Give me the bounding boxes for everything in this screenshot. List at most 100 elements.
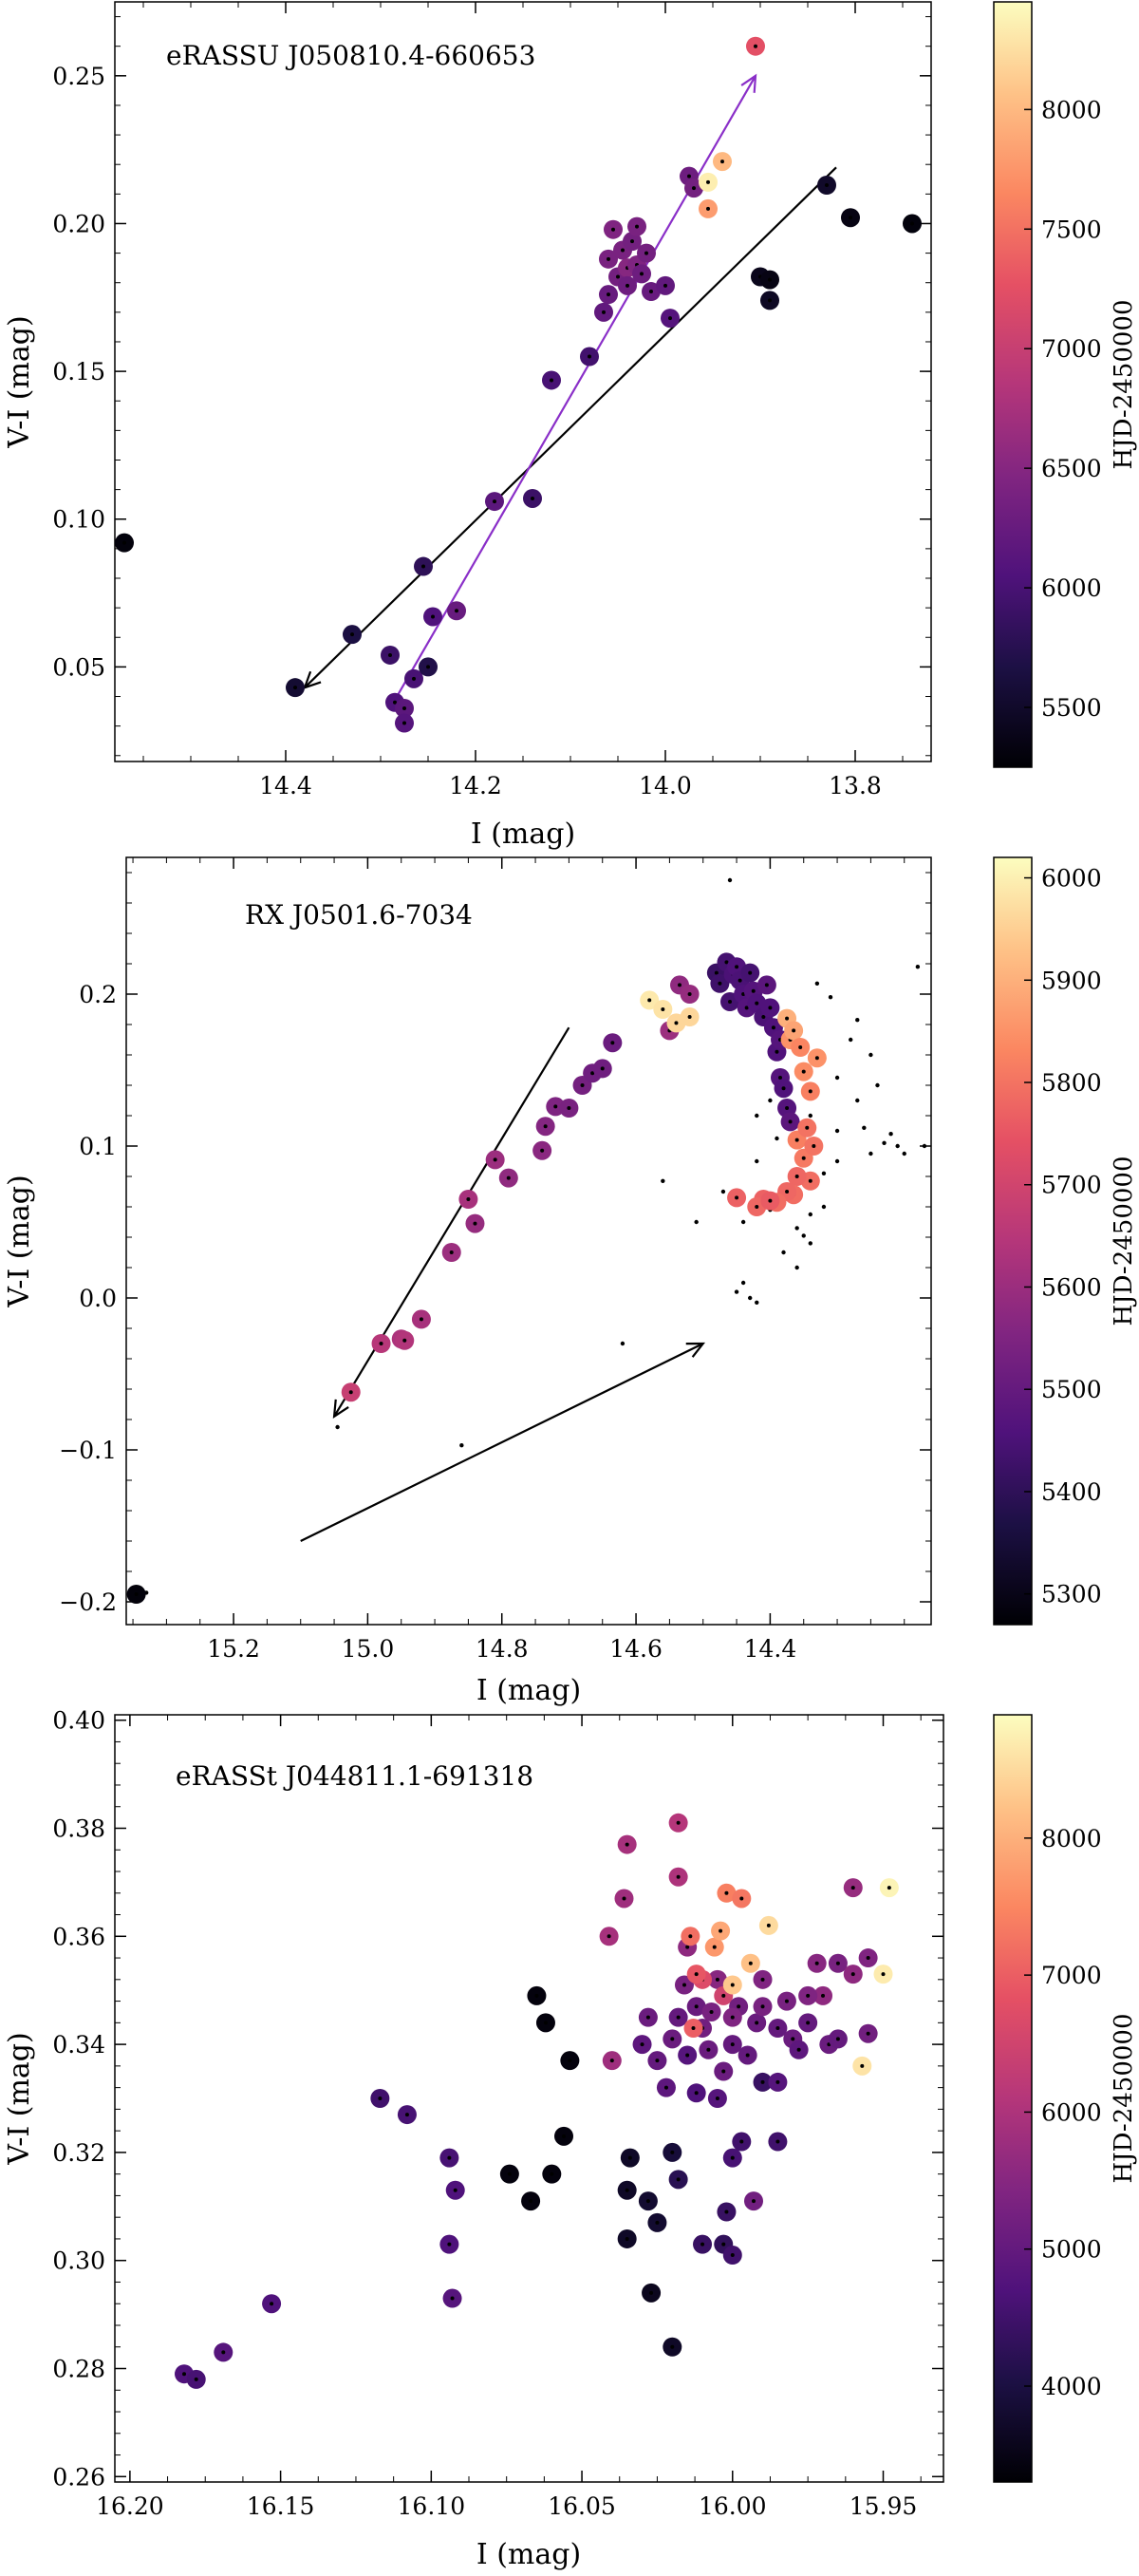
data-point-center xyxy=(910,221,914,226)
x-tick-label: 14.6 xyxy=(609,1635,663,1663)
small-data-point xyxy=(855,1098,860,1103)
data-point-center xyxy=(676,1874,681,1879)
small-data-point xyxy=(849,1037,853,1043)
arrow-head xyxy=(685,1342,706,1358)
ticks: 14.4 14.2 14.0 13.8 0.05 0.10 0.15 0.20 0.25 xyxy=(52,2,931,799)
data-point-center xyxy=(506,1175,511,1180)
data-point-center xyxy=(404,2113,409,2117)
data-point-center xyxy=(607,256,610,261)
trend-arrow xyxy=(303,166,837,689)
small-data-point xyxy=(740,1280,746,1286)
data-point-center xyxy=(821,1993,826,1998)
colorbar-tick-label: 6000 xyxy=(1041,574,1102,602)
data-point-center xyxy=(449,1250,454,1254)
data-point-center xyxy=(543,1124,548,1129)
data-point-center xyxy=(447,2242,452,2247)
data-point-center xyxy=(678,983,682,987)
small-data-point xyxy=(768,1098,773,1103)
data-point-center xyxy=(534,1993,539,1998)
small-data-point xyxy=(748,1295,753,1301)
data-point-center xyxy=(835,2037,840,2041)
data-point-center xyxy=(700,2242,705,2247)
data-point-center xyxy=(720,160,724,164)
data-point-center xyxy=(778,1076,782,1080)
data-point-center xyxy=(728,1000,732,1004)
data-point-center xyxy=(694,1972,699,1977)
data-point-center xyxy=(791,2037,795,2041)
arrow-shaft xyxy=(333,1026,570,1418)
colorbar-label: HJD-2450000 xyxy=(1110,299,1138,469)
data-point-center xyxy=(785,1190,790,1194)
data-point-center xyxy=(715,2097,719,2100)
chart-title: eRASSU J050810.4-660653 xyxy=(166,40,535,71)
y-tick-label: −0.1 xyxy=(59,1437,117,1464)
small-data-point xyxy=(834,1075,840,1081)
colorbar-tick-label: 7000 xyxy=(1041,1962,1102,1989)
data-point-center xyxy=(739,1896,744,1901)
x-tick-label: 15.95 xyxy=(850,2492,918,2520)
small-data-point xyxy=(821,1204,827,1210)
colorbar-tick-label: 7500 xyxy=(1041,216,1102,243)
data-point-center xyxy=(630,239,634,244)
colorbar-tick-label: 5900 xyxy=(1041,967,1102,994)
small-data-point xyxy=(620,1341,626,1346)
data-point-center xyxy=(760,2004,765,2009)
data-point-center xyxy=(768,1006,773,1010)
data-point-center xyxy=(784,1999,789,2003)
arrow-shaft xyxy=(304,166,837,688)
data-point-center xyxy=(685,1945,690,1949)
colorbar-tick-label: 5700 xyxy=(1041,1172,1102,1199)
colorbar-tick-label: 6000 xyxy=(1041,2098,1102,2126)
small-data-point xyxy=(755,1300,759,1306)
data-point-center xyxy=(721,2242,726,2247)
data-point-center xyxy=(764,983,769,987)
small-data-point xyxy=(755,1158,759,1164)
y-axis-label: V-I (mag) xyxy=(3,1175,36,1307)
data-point-center xyxy=(649,290,653,294)
data-point-center xyxy=(761,1015,766,1019)
data-point-center xyxy=(814,1056,819,1061)
data-point-center xyxy=(751,988,756,993)
data-point-center xyxy=(748,1961,753,1965)
data-point-center xyxy=(771,1025,775,1030)
data-point-center xyxy=(712,1945,717,1949)
data-point-center xyxy=(625,1842,629,1847)
data-point-center xyxy=(825,182,829,187)
x-tick-label: 14.8 xyxy=(476,1635,529,1663)
small-data-point xyxy=(868,1052,873,1058)
data-point-center xyxy=(270,2302,274,2306)
data-point-center xyxy=(706,179,710,184)
data-point-center xyxy=(754,44,757,48)
small-data-point xyxy=(775,1136,779,1141)
x-tick-label: 16.05 xyxy=(548,2492,616,2520)
data-point-center xyxy=(768,277,772,282)
x-tick-label: 13.8 xyxy=(829,772,882,799)
colorbar-tick-label: 5500 xyxy=(1041,1376,1102,1403)
data-point-center xyxy=(691,2026,696,2031)
data-point-center xyxy=(473,1221,477,1226)
data-point-center xyxy=(531,496,534,500)
colorbar-tick-label: 8000 xyxy=(1041,1825,1102,1852)
panel-2: 15.2 15.0 14.8 14.6 14.4 −0.2 −0.1 0.0 0.1 0.2 RX… xyxy=(3,856,1138,1707)
chart-title: RX J0501.6-7034 xyxy=(245,899,473,931)
panel-1: 14.4 14.2 14.0 13.8 0.05 0.10 0.15 0.20 0.25 eRA… xyxy=(3,1,1138,851)
x-tick-label: 16.15 xyxy=(247,2492,315,2520)
small-data-point xyxy=(902,1151,906,1156)
y-axis-label: V-I (mag) xyxy=(3,315,36,448)
data-point-center xyxy=(730,2042,735,2047)
data-point-center xyxy=(676,1820,681,1825)
data-point-center xyxy=(616,274,620,279)
small-data-point xyxy=(755,1113,759,1119)
data-point-center xyxy=(709,2009,714,2014)
data-point-center xyxy=(412,676,416,681)
points xyxy=(115,36,922,733)
colorbar-tick-label: 7000 xyxy=(1041,335,1102,363)
x-axis-label: I (mag) xyxy=(476,1674,581,1707)
data-point-center xyxy=(721,1993,726,1998)
data-point-center xyxy=(694,2091,699,2096)
data-point-center xyxy=(881,1972,886,1977)
data-point-center xyxy=(553,1104,558,1109)
colorbar-ticks: 5500 6000 6500 7000 7500 8000 xyxy=(1024,96,1102,722)
data-point-center xyxy=(775,2026,780,2031)
data-point-center xyxy=(450,2296,455,2301)
